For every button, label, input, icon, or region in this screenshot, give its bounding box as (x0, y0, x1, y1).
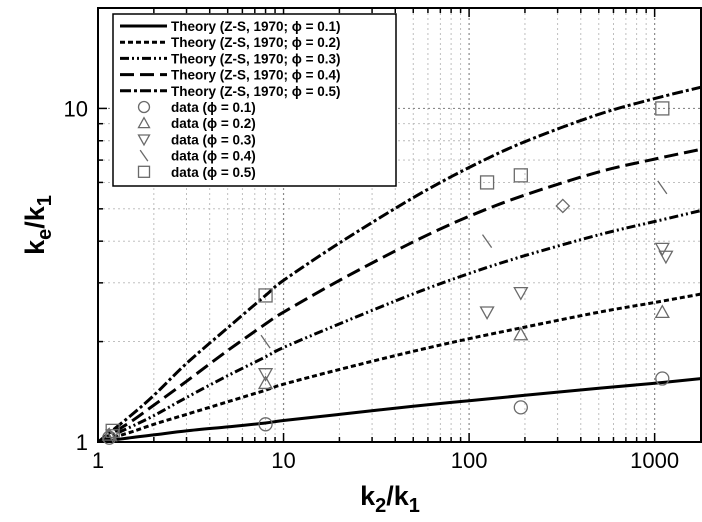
data-point-triangle-down (513, 286, 529, 301)
y-tick-label: 10 (64, 96, 88, 121)
axis-title-part: k (360, 481, 376, 511)
x-tick-label: 1 (92, 448, 104, 473)
data-point-triangle-down (105, 429, 121, 443)
y-axis-title: ke/k1 (20, 195, 56, 255)
data-point-square (105, 423, 120, 439)
legend-label: Theory (Z-S, 1970; ϕ = 0.4) (171, 68, 341, 83)
plot-frame (97, 7, 702, 443)
data-point-triangle-down (479, 306, 495, 321)
legend-label: data (ϕ = 0.1) (171, 100, 256, 115)
y-tick-label: 1 (76, 430, 88, 455)
legend-marker-circle (137, 100, 151, 114)
data-markers (101, 101, 674, 445)
theory-curve-phi-0.3 (98, 208, 702, 442)
data-point-triangle-down (257, 368, 274, 382)
legend-label: Theory (Z-S, 1970; ϕ = 0.5) (171, 84, 341, 99)
axis-title-part: /k (20, 205, 50, 229)
data-point-diamond (555, 198, 571, 214)
data-point-square (513, 168, 528, 183)
legend-label: data (ϕ = 0.3) (171, 132, 256, 147)
legend-marker-square (137, 165, 151, 178)
legend-label: data (ϕ = 0.5) (171, 165, 256, 180)
legend-label: data (ϕ = 0.4) (171, 149, 256, 164)
theory-curves (98, 85, 702, 442)
legend: Theory (Z-S, 1970; ϕ = 0.1)Theory (Z-S, … (112, 13, 397, 187)
x-tick-label: 1000 (630, 448, 679, 473)
theory-curve-phi-0.2 (98, 292, 702, 442)
theory-curve-phi-0.4 (98, 147, 702, 442)
legend-label: data (ϕ = 0.2) (171, 116, 256, 131)
data-point-circle (655, 371, 670, 386)
x-axis-title: k2/k1 (360, 481, 420, 517)
data-point-circle (513, 400, 528, 415)
data-point-triangle-up (513, 326, 529, 341)
legend-label: Theory (Z-S, 1970; ϕ = 0.1) (171, 19, 341, 34)
x-tick-label: 10 (271, 448, 295, 473)
data-point-square (655, 101, 670, 116)
axes (97, 7, 702, 443)
data-point-cross (481, 234, 493, 249)
data-point-square (258, 288, 273, 303)
x-tick-label: 100 (451, 448, 488, 473)
axis-title-subscript: 2 (375, 495, 386, 517)
legend-marker-cross (139, 149, 149, 162)
data-point-cross (107, 428, 118, 442)
legend-marker-triangle-down (137, 134, 151, 147)
axis-title-subscript: e (34, 229, 56, 240)
axis-title-subscript: 1 (34, 195, 56, 206)
axis-title-subscript: 1 (409, 495, 420, 517)
legend-label: Theory (Z-S, 1970; ϕ = 0.2) (171, 35, 341, 50)
axis-title-part: k (20, 239, 50, 255)
theory-curve-phi-0.1 (98, 377, 702, 442)
data-point-circle (258, 417, 273, 432)
theory-curve-phi-0.5 (98, 85, 702, 442)
data-point-triangle-down (654, 242, 670, 257)
legend-marker-triangle-up (137, 116, 151, 129)
axis-title-part: /k (386, 481, 410, 511)
legend-label: Theory (Z-S, 1970; ϕ = 0.3) (171, 51, 341, 66)
data-point-square (479, 175, 495, 190)
data-point-triangle-up (257, 375, 274, 390)
data-point-triangle-down (658, 250, 674, 265)
data-point-triangle-up (654, 304, 670, 319)
data-point-cross (657, 180, 668, 195)
data-point-cross (260, 334, 271, 349)
